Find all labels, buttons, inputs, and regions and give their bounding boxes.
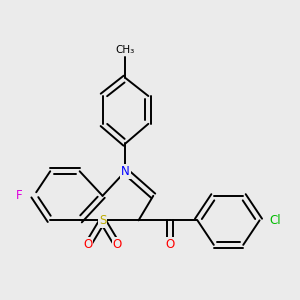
Text: O: O: [165, 238, 174, 251]
Text: N: N: [121, 165, 130, 178]
Text: S: S: [99, 214, 106, 227]
Text: F: F: [16, 189, 22, 202]
Text: O: O: [83, 238, 92, 251]
Text: Cl: Cl: [269, 214, 281, 227]
Text: O: O: [113, 238, 122, 251]
Text: CH₃: CH₃: [116, 45, 135, 55]
